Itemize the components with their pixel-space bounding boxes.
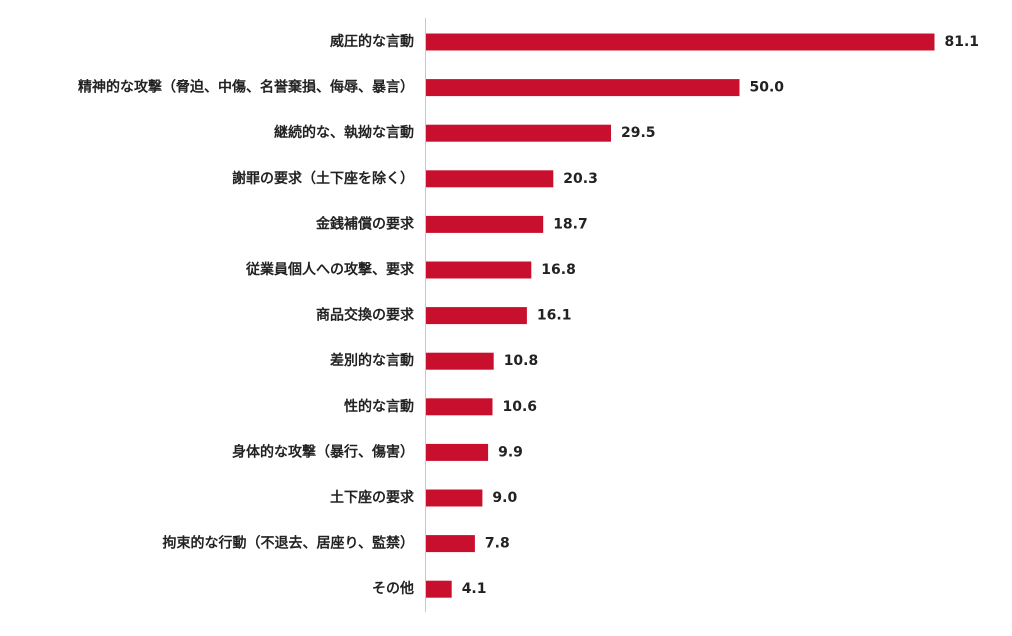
category-label: 威圧的な言動 — [330, 33, 414, 50]
bar — [426, 33, 935, 51]
value-label: 10.8 — [504, 353, 539, 369]
value-label: 50.0 — [750, 80, 785, 96]
value-label: 16.1 — [537, 308, 572, 324]
bar — [426, 535, 475, 553]
category-label: 精神的な攻撃（脅迫、中傷、名誉棄損、侮辱、暴言） — [78, 79, 414, 96]
value-label: 29.5 — [621, 125, 656, 141]
bar — [426, 443, 489, 461]
value-label: 20.3 — [563, 171, 598, 187]
value-label: 16.8 — [541, 262, 576, 278]
bar — [426, 352, 494, 370]
category-label: その他 — [372, 580, 414, 597]
value-label: 81.1 — [945, 34, 980, 50]
bar — [426, 398, 493, 416]
bar — [426, 580, 452, 598]
bar — [426, 79, 740, 97]
category-label: 謝罪の要求（土下座を除く） — [232, 170, 414, 187]
bar — [426, 489, 483, 507]
bar — [426, 307, 527, 325]
bar — [426, 124, 611, 142]
bar — [426, 215, 544, 233]
category-label: 金銭補償の要求 — [315, 215, 415, 232]
category-label: 差別的な言動 — [330, 352, 414, 369]
bars-layer — [426, 33, 935, 598]
category-label: 身体的な攻撃（暴行、傷害） — [232, 443, 414, 460]
value-label: 18.7 — [553, 216, 588, 232]
value-labels-layer: 81.1 50.0 29.5 20.3 18.7 16.8 16.1 10.8 10.6 9.9 9… — [462, 34, 979, 597]
bar — [426, 261, 532, 279]
category-label: 拘束的な行動（不退去、居座り、監禁） — [163, 535, 414, 552]
category-label: 商品交換の要求 — [316, 307, 415, 324]
category-label: 継続的な、執拗な言動 — [274, 124, 414, 141]
value-label: 4.1 — [462, 581, 487, 597]
bar — [426, 170, 554, 188]
category-label: 従業員個人への攻撃、要求 — [245, 261, 415, 278]
value-label: 10.6 — [503, 399, 538, 415]
value-label: 9.0 — [492, 490, 517, 506]
value-label: 9.9 — [498, 444, 523, 460]
value-label: 7.8 — [485, 536, 510, 552]
category-label: 性的な言動 — [344, 398, 414, 415]
category-label: 土下座の要求 — [330, 489, 415, 506]
